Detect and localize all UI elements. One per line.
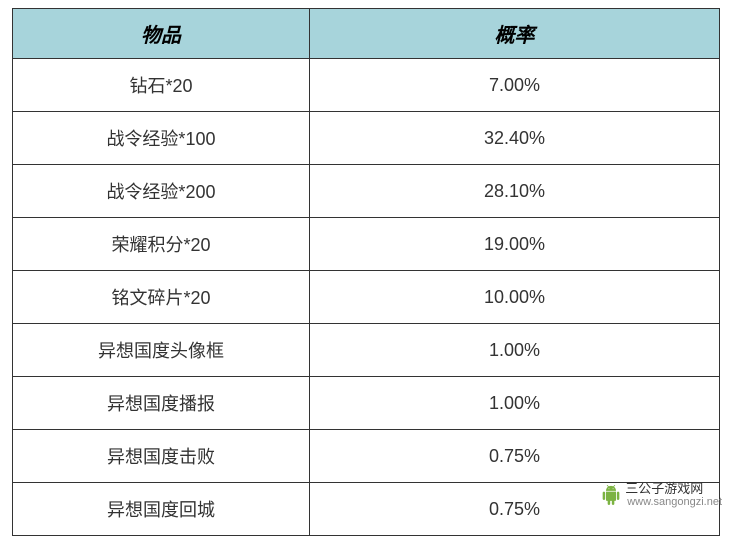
watermark-site-url: www.sangongzi.net <box>627 496 722 508</box>
cell-rate: 32.40% <box>309 112 719 165</box>
col-header-rate: 概率 <box>309 9 719 59</box>
probability-table: 物品 概率 钻石*20 7.00% 战令经验*100 32.40% 战令经验*2… <box>12 8 720 536</box>
table-row: 铭文碎片*20 10.00% <box>13 271 720 324</box>
cell-item: 荣耀积分*20 <box>13 218 310 271</box>
cell-rate: 19.00% <box>309 218 719 271</box>
table-row: 战令经验*100 32.40% <box>13 112 720 165</box>
cell-item: 战令经验*200 <box>13 165 310 218</box>
android-icon <box>601 485 621 505</box>
table-header-row: 物品 概率 <box>13 9 720 59</box>
cell-item: 战令经验*100 <box>13 112 310 165</box>
cell-item: 钻石*20 <box>13 59 310 112</box>
cell-rate: 0.75% <box>309 430 719 483</box>
cell-item: 异想国度回城 <box>13 483 310 536</box>
watermark: 三公子游戏网 www.sangongzi.net <box>601 482 722 508</box>
cell-rate: 1.00% <box>309 377 719 430</box>
table-body: 钻石*20 7.00% 战令经验*100 32.40% 战令经验*200 28.… <box>13 59 720 536</box>
watermark-site-name: 三公子游戏网 <box>625 482 722 496</box>
cell-rate: 7.00% <box>309 59 719 112</box>
table-row: 异想国度播报 1.00% <box>13 377 720 430</box>
table-row: 荣耀积分*20 19.00% <box>13 218 720 271</box>
cell-rate: 10.00% <box>309 271 719 324</box>
cell-rate: 28.10% <box>309 165 719 218</box>
table-row: 异想国度击败 0.75% <box>13 430 720 483</box>
table-row: 战令经验*200 28.10% <box>13 165 720 218</box>
cell-item: 异想国度播报 <box>13 377 310 430</box>
cell-item: 异想国度击败 <box>13 430 310 483</box>
probability-table-wrapper: 物品 概率 钻石*20 7.00% 战令经验*100 32.40% 战令经验*2… <box>12 8 720 536</box>
watermark-text: 三公子游戏网 www.sangongzi.net <box>625 482 722 508</box>
col-header-item: 物品 <box>13 9 310 59</box>
table-row: 异想国度头像框 1.00% <box>13 324 720 377</box>
cell-item: 铭文碎片*20 <box>13 271 310 324</box>
cell-item: 异想国度头像框 <box>13 324 310 377</box>
cell-rate: 1.00% <box>309 324 719 377</box>
table-row: 钻石*20 7.00% <box>13 59 720 112</box>
